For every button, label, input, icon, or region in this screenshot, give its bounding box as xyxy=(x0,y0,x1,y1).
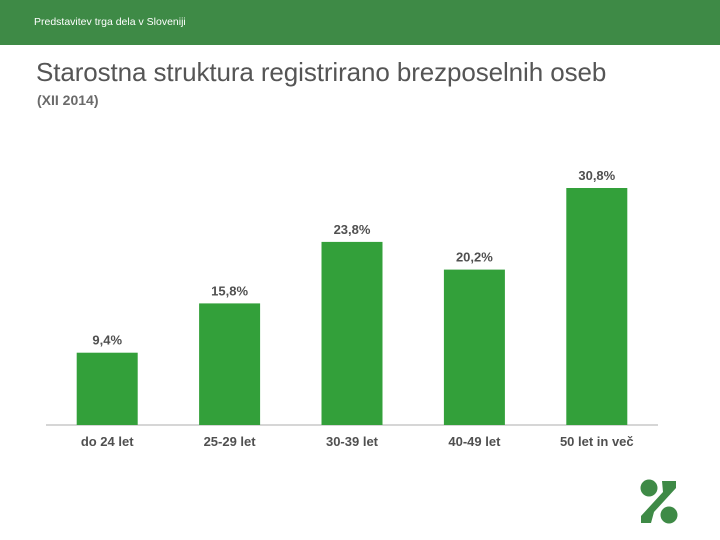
bar-5 xyxy=(566,188,628,425)
header-text: Predstavitev trga dela v Sloveniji xyxy=(34,16,186,28)
value-label-1: 9,4% xyxy=(92,333,122,348)
bars-group xyxy=(76,188,628,425)
bar-4 xyxy=(443,269,505,425)
slide-title: Starostna struktura registrirano brezpos… xyxy=(36,57,607,87)
category-label-2: 25-29 let xyxy=(204,434,257,449)
value-label-3: 23,8% xyxy=(334,222,371,237)
category-label-1: do 24 let xyxy=(81,434,134,449)
category-label-5: 50 let in več xyxy=(560,434,634,449)
value-label-4: 20,2% xyxy=(456,250,493,265)
category-label-4: 40-49 let xyxy=(448,434,501,449)
value-label-5: 30,8% xyxy=(578,168,615,183)
bar-1 xyxy=(76,352,138,425)
bar-2 xyxy=(199,303,261,425)
company-logo-icon xyxy=(640,479,678,524)
bar-3 xyxy=(321,241,383,425)
category-labels-group: do 24 let 25-29 let 30-39 let 40-49 let 50 l… xyxy=(81,434,634,449)
value-labels-group: 9,4% 15,8% 23,8% 20,2% 30,8% xyxy=(92,168,615,348)
value-label-2: 15,8% xyxy=(211,283,248,298)
category-label-3: 30-39 let xyxy=(326,434,379,449)
header-bar xyxy=(0,0,720,45)
slide-subtitle: (XII 2014) xyxy=(37,92,99,108)
